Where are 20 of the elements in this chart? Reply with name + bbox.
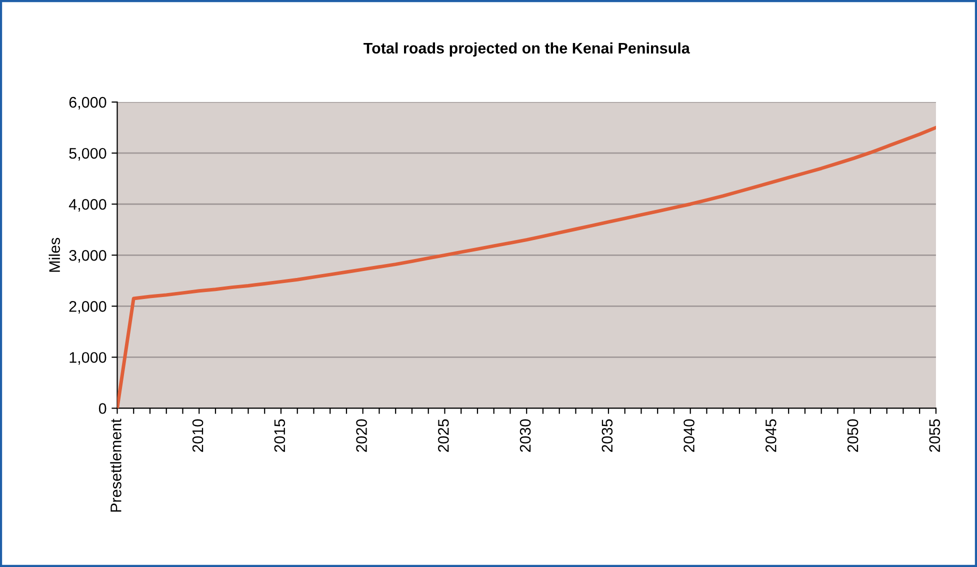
y-axis-title: Miles — [48, 238, 60, 272]
x-tick-label: 2015 — [274, 419, 286, 452]
x-tick-label: 2055 — [929, 419, 940, 452]
y-tick-label: 1,000 — [70, 352, 106, 365]
x-tick-label: 2020 — [356, 419, 367, 452]
y-tick-label: 6,000 — [69, 96, 106, 110]
x-tick-label: Presettlement — [110, 418, 122, 512]
x-tick-label: 2030 — [520, 419, 531, 452]
x-tick-label: 2050 — [847, 419, 858, 452]
x-tick-label: 2025 — [438, 419, 449, 452]
y-tick-label: 2,000 — [69, 301, 106, 314]
y-tick-label: 5,000 — [69, 148, 106, 161]
x-tick-label: 2040 — [684, 419, 694, 452]
chart-title: Total roads projected on the Kenai Peninsula — [364, 42, 690, 57]
y-tick-label: 3,000 — [69, 250, 106, 263]
y-tick-label: 0 — [98, 403, 106, 414]
y-tick-label: 4,000 — [68, 198, 106, 212]
x-tick-label: 2045 — [766, 419, 776, 452]
x-tick-label: 2010 — [192, 419, 204, 452]
x-tick-label: 2035 — [602, 419, 613, 452]
